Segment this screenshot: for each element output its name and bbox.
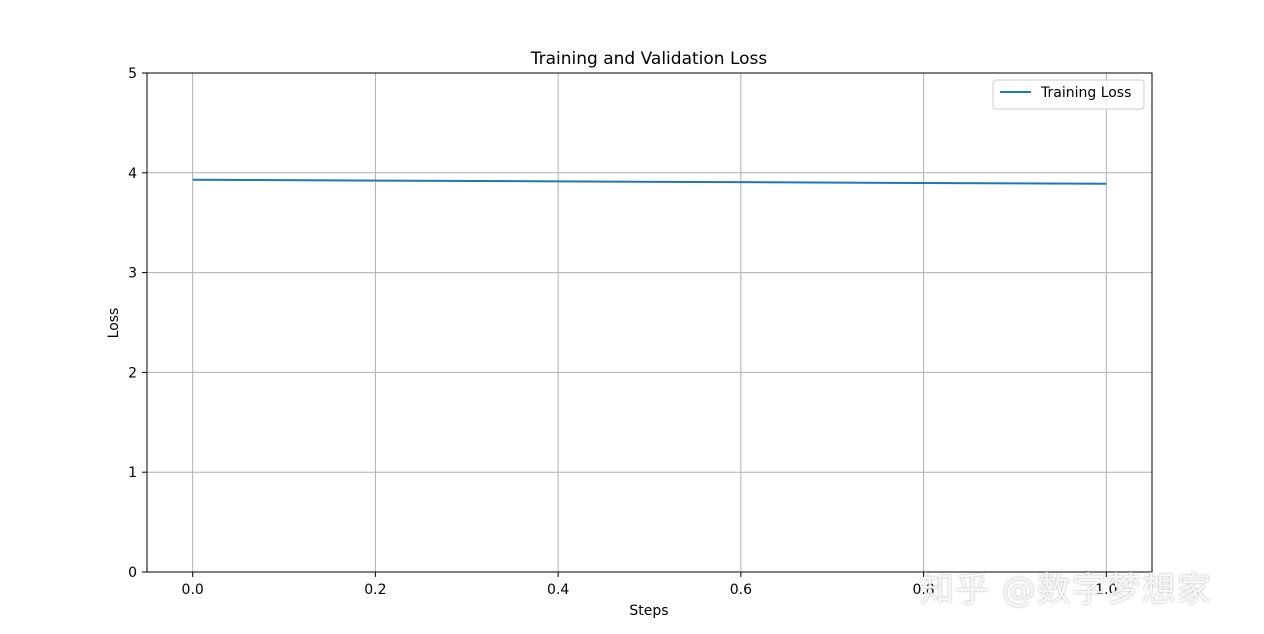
y-tick-label: 0: [128, 565, 137, 581]
y-tick-label: 3: [128, 266, 137, 282]
x-tick-label: 0.0: [182, 582, 204, 598]
legend: Training Loss: [992, 79, 1145, 110]
y-tick-label: 2: [128, 365, 137, 381]
y-tick-label: 1: [128, 465, 137, 481]
x-tick-label: 0.4: [547, 582, 569, 598]
legend-label: Training Loss: [1040, 85, 1131, 101]
grid-lines: [147, 72, 1152, 573]
y-tick-label: 5: [128, 66, 137, 82]
y-axis-label: Loss: [106, 308, 122, 339]
x-axis-ticks: 0.0 0.2 0.4 0.6 0.8 1.0: [182, 572, 1117, 598]
plot-frame: [146, 72, 1153, 573]
x-tick-label: 1.0: [1095, 582, 1117, 598]
x-tick-label: 0.8: [912, 582, 934, 598]
chart-title: Training and Validation Loss: [530, 49, 768, 69]
y-tick-label: 4: [128, 166, 137, 182]
legend-box: [992, 79, 1145, 110]
training-loss-line: [192, 178, 1107, 185]
y-axis-ticks: 0 1 2 3 4 5: [128, 66, 147, 581]
x-tick-label: 0.2: [364, 582, 386, 598]
x-tick-label: 0.6: [730, 582, 752, 598]
series-group: [192, 178, 1107, 185]
watermark: 知乎 @数字梦想家: [920, 570, 1212, 610]
x-axis-label: Steps: [629, 603, 668, 619]
